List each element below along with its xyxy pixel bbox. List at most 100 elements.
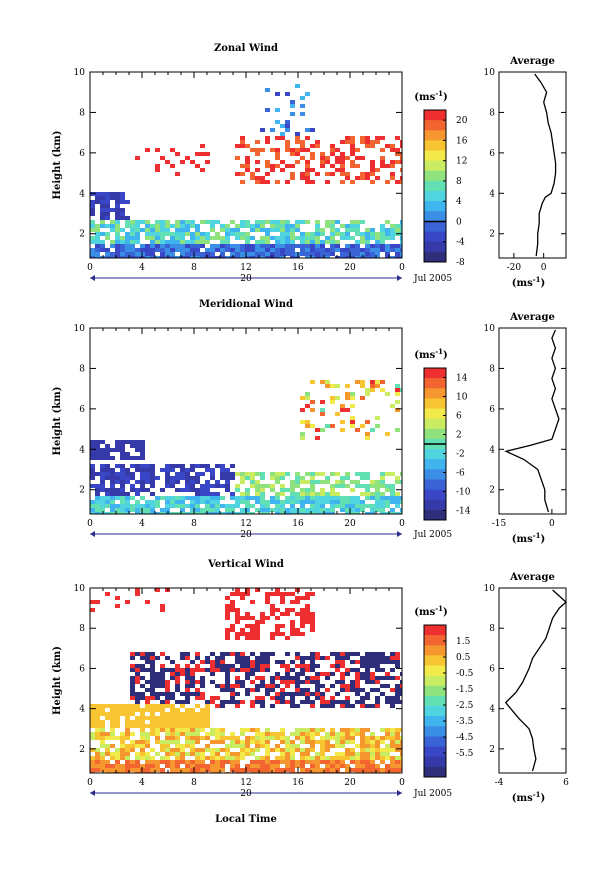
average-y-tick-label: 2 [489, 230, 495, 240]
average-panel: Average 2 4 6 8 10 -20 0 (ms-1) [484, 56, 567, 289]
chart-title: Zonal Wind [214, 43, 278, 54]
colorbar-swatch [424, 469, 446, 480]
colorbar-swatch [424, 201, 446, 212]
colorbar-tick-label: 10 [456, 393, 468, 403]
x-tick-label: 4 [139, 519, 145, 529]
y-tick-label: 2 [79, 486, 85, 496]
y-axis-label: Height (km) [52, 131, 63, 200]
colorbar-swatch [424, 388, 446, 399]
colorbar-tick-label: 8 [456, 177, 462, 187]
x-axis-label: Local Time [215, 814, 277, 825]
colorbar-tick-label: -3.5 [456, 717, 474, 727]
x-tick-label: 4 [139, 263, 145, 273]
average-y-tick-label: 8 [489, 364, 495, 374]
colorbar-tick-label: -2.5 [456, 701, 474, 711]
colorbar-tick-label: -4 [456, 238, 465, 248]
colorbar-tick-label: -10 [456, 488, 471, 498]
colorbar-tick-label: 16 [456, 136, 468, 146]
colorbar-swatch [424, 756, 446, 768]
x-tick-label: 12 [240, 263, 251, 273]
colorbar-swatch [424, 191, 446, 202]
colorbar-swatch [424, 645, 446, 656]
x-tick-label: 0 [399, 519, 405, 529]
colorbar-swatch [424, 120, 446, 131]
average-y-tick-label: 4 [489, 705, 495, 715]
average-y-tick-label: 6 [489, 149, 495, 159]
colorbar-swatch [424, 509, 446, 521]
x-tick-label: 12 [240, 519, 251, 529]
colorbar-tick-label: 4 [456, 197, 462, 207]
colorbar-swatch [424, 736, 446, 748]
x-tick-label: 8 [191, 519, 197, 529]
average-title: Average [509, 56, 555, 67]
colorbar-swatch [424, 635, 446, 646]
x-tick-label: 20 [344, 263, 356, 273]
colorbar-tick-label: 20 [456, 116, 468, 126]
colorbar-unit: (ms-1) [414, 347, 447, 361]
y-tick-label: 8 [79, 364, 85, 374]
colorbar-swatch [424, 241, 446, 253]
date-label: Jul 2005 [413, 274, 452, 284]
day-label: 20 [240, 274, 252, 284]
colorbar-swatch [424, 459, 446, 470]
y-tick-label: 8 [79, 108, 85, 118]
colorbar-swatch [424, 428, 446, 440]
x-tick-label: 0 [87, 519, 93, 529]
y-tick-label: 4 [79, 705, 85, 715]
colorbar-tick-label: -8 [456, 258, 465, 268]
colorbar-tick-label: -1.5 [456, 685, 474, 695]
colorbar-swatch [424, 140, 446, 152]
colorbar-tick-label: 0.5 [456, 653, 471, 663]
colorbar-swatch [424, 418, 446, 430]
y-tick-label: 10 [74, 324, 86, 334]
colorbar-tick-label: -6 [456, 469, 465, 479]
colorbar-tick-label: 2 [456, 431, 462, 441]
average-y-tick-label: 4 [489, 189, 495, 199]
colorbar-swatch [424, 499, 446, 511]
average-profile-line [534, 73, 557, 257]
colorbar-swatch [424, 398, 446, 410]
colorbar-swatch [424, 368, 446, 379]
y-tick-label: 10 [74, 584, 86, 594]
average-x-tick-label: 0 [549, 519, 555, 529]
chart-title: Meridional Wind [199, 299, 293, 310]
average-panel: Average 2 4 6 8 10 -15 0 (ms-1) [484, 312, 567, 545]
x-tick-label: 0 [87, 778, 93, 788]
date-label: Jul 2005 [413, 530, 452, 540]
colorbar-tick-label: -0.5 [456, 669, 474, 679]
colorbar-tick-label: -14 [456, 507, 471, 517]
colorbar-swatch [424, 251, 446, 263]
chart-title: Vertical Wind [207, 559, 284, 570]
average-frame [498, 71, 567, 259]
day-label: 20 [240, 530, 252, 540]
colorbar-swatch [424, 449, 446, 460]
colorbar-frame [423, 109, 447, 263]
colorbar-tick-label: -2 [456, 450, 465, 460]
colorbar-swatch [424, 110, 446, 121]
colorbar-tick-label: 14 [456, 374, 468, 384]
average-frame [498, 327, 567, 515]
y-tick-label: 2 [79, 745, 85, 755]
x-tick-label: 16 [292, 778, 304, 788]
y-axis-label: Height (km) [52, 387, 63, 456]
data-field [90, 380, 402, 514]
colorbar-swatch [424, 685, 446, 697]
y-tick-label: 4 [79, 189, 85, 199]
x-tick-label: 8 [191, 778, 197, 788]
colorbar-swatch [424, 231, 446, 243]
x-tick-label: 0 [399, 778, 405, 788]
average-unit: (ms-1) [512, 531, 545, 545]
x-tick-label: 16 [292, 519, 304, 529]
colorbar-swatch [424, 695, 446, 707]
y-tick-label: 2 [79, 230, 85, 240]
y-tick-label: 4 [79, 445, 85, 455]
average-unit: (ms-1) [512, 275, 545, 289]
x-tick-label: 0 [87, 263, 93, 273]
x-tick-label: 0 [399, 263, 405, 273]
data-field [90, 84, 402, 258]
average-frame [498, 587, 567, 774]
colorbar-swatch [424, 746, 446, 758]
colorbar-swatch [424, 706, 446, 717]
average-y-tick-label: 6 [489, 405, 495, 415]
average-y-tick-label: 8 [489, 624, 495, 634]
